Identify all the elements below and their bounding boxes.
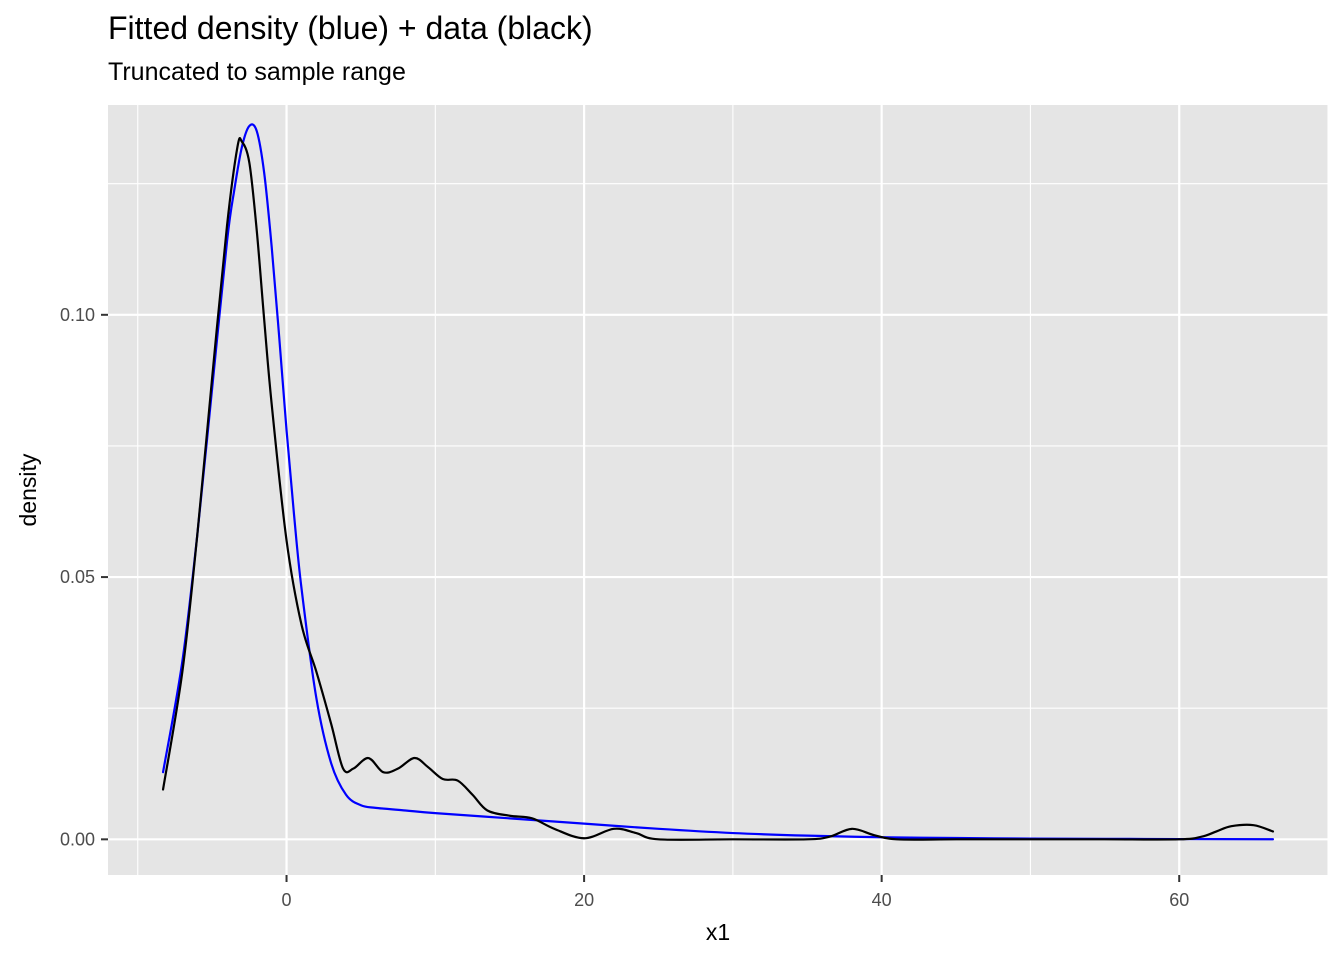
x-tick-label: 40 xyxy=(872,890,892,910)
x-tick-label: 60 xyxy=(1169,890,1189,910)
fitted-density-line xyxy=(161,123,1275,841)
x-tick-label: 0 xyxy=(282,890,292,910)
y-tick-label: 0.10 xyxy=(60,305,95,325)
x-axis-title: x1 xyxy=(706,919,730,945)
chart-title: Fitted density (blue) + data (black) xyxy=(108,10,593,46)
axis-ticks xyxy=(101,313,1181,882)
x-tick-label: 20 xyxy=(574,890,594,910)
series-layer xyxy=(161,123,1275,841)
chart-subtitle: Truncated to sample range xyxy=(108,58,406,86)
y-tick-label: 0.00 xyxy=(60,829,95,849)
y-axis-title: density xyxy=(15,453,41,526)
tick-labels: 0 20 40 60 0.00 0.05 0.10 xyxy=(60,305,1189,910)
minor-gridlines xyxy=(108,105,1329,875)
y-tick-label: 0.05 xyxy=(60,567,95,587)
data-density-line xyxy=(161,137,1275,841)
plot-panel xyxy=(108,105,1328,875)
